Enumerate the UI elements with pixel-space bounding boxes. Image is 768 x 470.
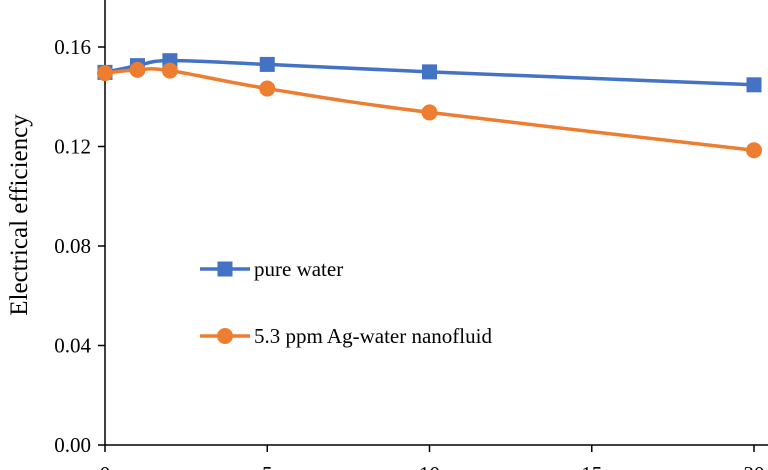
data-point-circle bbox=[746, 142, 762, 159]
data-point-square bbox=[259, 56, 275, 72]
legend-label: pure water bbox=[254, 257, 343, 281]
data-point-square bbox=[422, 64, 437, 80]
y-tick-label: 0.00 bbox=[54, 433, 91, 457]
legend-item: 5.3 ppm Ag-water nanofluid bbox=[200, 324, 492, 348]
data-point-circle bbox=[161, 62, 178, 79]
series-1 bbox=[97, 53, 762, 93]
legend-marker-circle bbox=[217, 328, 233, 344]
legend: pure water 5.3 ppm Ag-water nanofluid bbox=[200, 257, 492, 348]
data-point-circle bbox=[97, 65, 113, 82]
y-tick-label: 0.04 bbox=[54, 334, 91, 358]
data-point-circle bbox=[421, 104, 438, 121]
y-tick-label: 0.12 bbox=[54, 135, 91, 159]
legend-label: 5.3 ppm Ag-water nanofluid bbox=[254, 324, 492, 348]
data-point-circle bbox=[259, 80, 276, 97]
x-tick-label: 5 bbox=[262, 462, 273, 470]
legend-marker-square bbox=[217, 261, 233, 277]
series-2 bbox=[97, 61, 762, 159]
x-ticks: 0 5 10 15 20 bbox=[100, 445, 765, 470]
series-layer bbox=[97, 53, 762, 159]
data-point-circle bbox=[129, 61, 146, 78]
x-tick-label: 10 bbox=[419, 462, 440, 470]
legend-item: pure water bbox=[200, 257, 343, 281]
x-tick-label: 20 bbox=[744, 462, 765, 470]
x-tick-label: 15 bbox=[581, 462, 602, 470]
data-point-square bbox=[746, 77, 762, 93]
y-axis-title: Electrical efficiency bbox=[6, 114, 33, 316]
y-tick-label: 0.16 bbox=[54, 35, 91, 59]
y-tick-label: 0.08 bbox=[54, 234, 91, 258]
y-ticks: 0.00 0.04 0.08 0.12 0.16 bbox=[54, 35, 105, 457]
x-tick-label: 0 bbox=[100, 462, 111, 470]
